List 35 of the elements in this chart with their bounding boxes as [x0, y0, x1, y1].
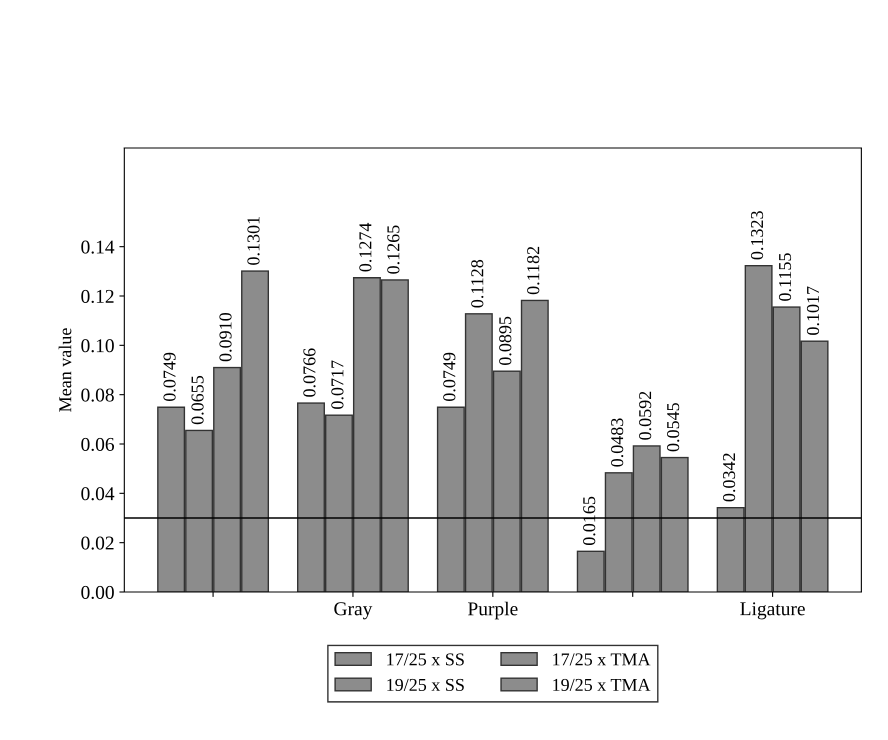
text: 0.0766 — [303, 348, 316, 397]
x-tick-label: Gray — [334, 602, 372, 620]
text: 0.0483 — [611, 418, 624, 467]
text: 0.1274 — [359, 222, 372, 272]
text: 0.1128 — [471, 260, 484, 308]
text: 0.0895 — [499, 316, 512, 365]
legend-label: 19/25 x SS — [387, 678, 464, 691]
text: 0.1182 — [527, 246, 540, 294]
y-tick-label: 0.02 — [81, 536, 114, 550]
text: 0.0592 — [639, 392, 652, 440]
legend-label: 19/25 x TMA — [553, 678, 650, 691]
legend-label: 17/25 x SS — [387, 653, 464, 666]
y-tick-label: 0.10 — [81, 339, 114, 352]
text: 0.0749 — [443, 352, 456, 402]
text: 0.0655 — [191, 376, 204, 424]
legend-label: 17/25 x TMA — [553, 653, 650, 666]
y-tick-label: 0.00 — [81, 586, 114, 600]
text: 0.1265 — [387, 225, 400, 274]
y-tick-label: 0.06 — [81, 438, 114, 452]
y-tick-label: 0.14 — [81, 240, 114, 254]
text: 0.0749 — [163, 352, 176, 402]
text: 0.1301 — [247, 216, 260, 265]
y-tick-label: 0.12 — [81, 290, 114, 304]
text: 0.1155 — [778, 253, 792, 301]
x-tick-label: Ligature — [740, 602, 805, 620]
text: 0.0717 — [331, 360, 344, 409]
text: 0.1323 — [750, 211, 764, 260]
y-axis-title: Mean value — [58, 328, 72, 412]
text: 0.0342 — [722, 453, 736, 502]
x-tick-label: Purple — [468, 602, 518, 620]
text: 0.1017 — [806, 286, 820, 335]
text: 0.0545 — [667, 403, 680, 452]
text: 0.0910 — [219, 313, 232, 362]
y-tick-label: 0.08 — [81, 388, 114, 402]
y-tick-label: 0.04 — [81, 487, 114, 500]
